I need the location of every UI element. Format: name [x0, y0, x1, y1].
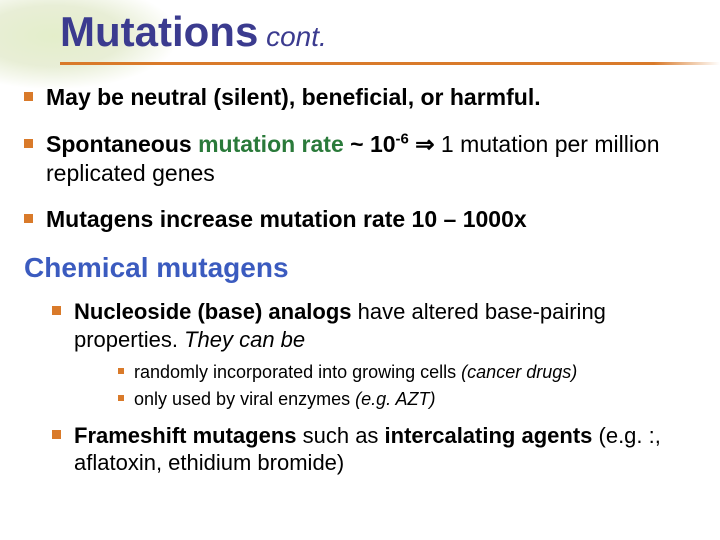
subsub-2: only used by viral enzymes (e.g. AZT): [118, 388, 696, 411]
sub-1-bold: Nucleoside (base) analogs: [74, 299, 352, 324]
sub-2-plain1: such as: [297, 423, 385, 448]
sub-1: Nucleoside (base) analogs have altered b…: [52, 298, 696, 412]
subsub-list: randomly incorporated into growing cells…: [118, 361, 696, 412]
bullet-3: Mutagens increase mutation rate 10 – 100…: [24, 205, 696, 234]
sub-bullets: Nucleoside (base) analogs have altered b…: [52, 298, 696, 477]
sub-2-bold2: intercalating agents: [385, 423, 593, 448]
bullet-1: May be neutral (silent), beneficial, or …: [24, 83, 696, 112]
slide-title: Mutations: [60, 8, 258, 55]
sub-2: Frameshift mutagens such as intercalatin…: [52, 422, 696, 477]
slide-title-cont: cont.: [258, 21, 326, 52]
bullet-2: Spontaneous mutation rate ~ 10-6 ⇒ 1 mut…: [24, 130, 696, 188]
main-bullets: May be neutral (silent), beneficial, or …: [24, 83, 696, 234]
subsub-2-plain: only used by viral enzymes: [134, 389, 355, 409]
sub-1-ital: They can be: [184, 327, 305, 352]
section-heading: Chemical mutagens: [24, 252, 696, 284]
bullet-2-prefix: Spontaneous: [46, 131, 198, 157]
bullet-2-exp: -6: [396, 130, 409, 147]
bullet-3-text: Mutagens increase mutation rate 10 – 100…: [46, 206, 527, 232]
subsub-1-plain: randomly incorporated into growing cells: [134, 362, 461, 382]
bullet-1-text: May be neutral (silent), beneficial, or …: [46, 84, 541, 110]
slide-content: May be neutral (silent), beneficial, or …: [0, 65, 720, 477]
sub-2-bold1: Frameshift mutagens: [74, 423, 297, 448]
subsub-1: randomly incorporated into growing cells…: [118, 361, 696, 384]
subsub-1-ital: (cancer drugs): [461, 362, 577, 382]
bullet-2-rate: mutation rate: [198, 131, 344, 157]
title-block: Mutations cont.: [0, 0, 720, 65]
bullet-2-approx: ~ 10: [344, 131, 396, 157]
subsub-2-ital: (e.g. AZT): [355, 389, 435, 409]
bullet-2-arrow: ⇒: [409, 131, 441, 157]
